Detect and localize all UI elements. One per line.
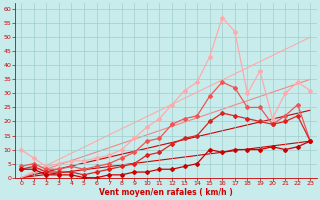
X-axis label: Vent moyen/en rafales ( km/h ): Vent moyen/en rafales ( km/h ) xyxy=(99,188,233,197)
